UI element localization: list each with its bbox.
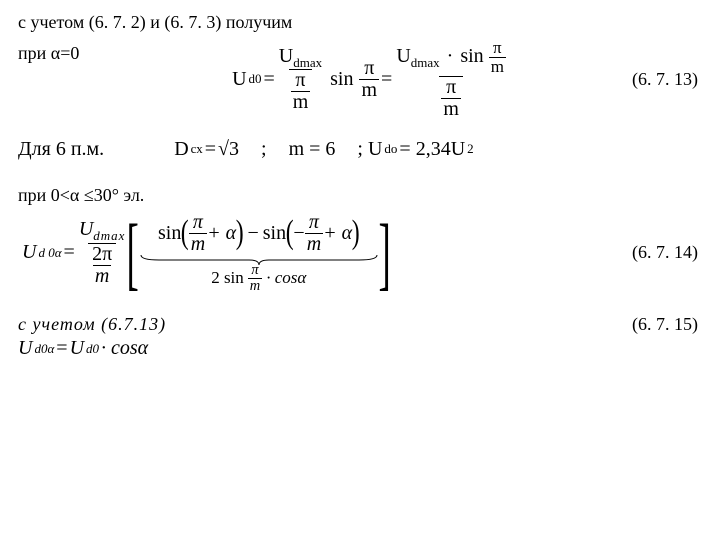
- lbl: π m: [189, 212, 207, 255]
- lbl: + α: [207, 222, 236, 245]
- for-six-label: Для 6 п.м.: [18, 138, 104, 161]
- lhs-frac: Udmax 2π m: [77, 219, 128, 287]
- lbl: U: [396, 45, 410, 67]
- lbl: d 0α: [38, 245, 61, 261]
- sub-d0: d0: [249, 71, 262, 87]
- lbl: ): [352, 216, 360, 250]
- lbl: m: [248, 278, 262, 294]
- lbl: 2π: [90, 244, 114, 265]
- underbrace-icon: [139, 253, 379, 265]
- eq-sign: =: [381, 68, 392, 91]
- lbl: U: [70, 337, 84, 360]
- lbl: U: [22, 241, 36, 264]
- intro-text: с учетом (6. 7. 2) и (6. 7. 3) получим: [18, 12, 292, 33]
- lbl: π: [307, 212, 321, 233]
- with-ref-line: с учетом (6.7.13) (6. 7. 15): [18, 314, 702, 335]
- right-bracket: ]: [378, 212, 390, 294]
- lbl: m: [489, 57, 506, 76]
- udo-eq: ; Udo = 2,34U2: [357, 138, 473, 161]
- lbl: π m: [489, 39, 506, 76]
- lbl: ·: [447, 45, 454, 67]
- cond2-text: при 0<α ≤30° эл.: [18, 185, 144, 206]
- lbl: · cosα: [101, 337, 148, 360]
- lbl: (: [181, 216, 189, 250]
- lbl: = 2,34U: [399, 138, 465, 161]
- lbl: π m: [441, 77, 461, 120]
- dcx-eq: Dсх = √3: [174, 138, 239, 161]
- lbl: π: [444, 77, 458, 98]
- lbl: m: [305, 233, 323, 255]
- m-eq-6: m = 6: [289, 138, 336, 161]
- frac-pi-m-2: π m: [359, 58, 379, 101]
- lbl: =: [205, 138, 216, 161]
- lbl: π: [491, 39, 504, 57]
- frac-1: Udmax π m: [277, 46, 324, 114]
- lbl: −: [293, 222, 304, 245]
- equation-6-7-15: Ud0α = Ud0 · cosα: [18, 337, 702, 360]
- lbl: dmax: [93, 228, 125, 243]
- with-ref-text: с учетом (6.7.13): [18, 314, 166, 335]
- sin-label: sin: [330, 68, 353, 91]
- intro-line: с учетом (6. 7. 2) и (6. 7. 3) получим: [18, 12, 702, 33]
- lbl: π m: [305, 212, 323, 255]
- lbl: m: [359, 79, 379, 101]
- lbl: sin: [263, 222, 286, 245]
- lbl: sin: [460, 45, 483, 67]
- lbl: dmax: [411, 55, 440, 70]
- lbl: (: [286, 216, 294, 250]
- lbl: π: [293, 70, 307, 91]
- left-bracket: [: [127, 212, 139, 294]
- lbl: + α: [323, 222, 352, 245]
- condition-alpha-range: при 0<α ≤30° эл.: [18, 185, 702, 206]
- lbl: 2: [467, 141, 474, 157]
- lbl: D: [174, 138, 188, 161]
- frac-2: Udmax · sin π m π m: [394, 39, 508, 120]
- for-six-row: Для 6 п.м. Dсх = √3 ; m = 6 ; Udo = 2,34…: [18, 138, 702, 161]
- frac-pi-m: π m: [291, 70, 311, 113]
- lbl: π: [191, 212, 205, 233]
- lbl: 2π m: [90, 244, 114, 287]
- lbl: π: [249, 263, 260, 278]
- lbl: m: [93, 265, 111, 287]
- equation-6-7-13: при α=0 Ud0 = Udmax π m sin π m =: [18, 39, 702, 120]
- lbl: · cosα: [266, 268, 306, 288]
- semicolon: ;: [261, 138, 267, 161]
- condition-alpha-zero: при α=0: [18, 39, 108, 64]
- sqrt3: √3: [218, 138, 239, 161]
- lbl: ; U: [357, 138, 382, 161]
- sym-u: U: [232, 68, 246, 91]
- lbl: ): [236, 216, 244, 250]
- lbl: π: [362, 58, 376, 79]
- lbl: 2 sin: [211, 268, 244, 288]
- lbl: −: [247, 222, 258, 245]
- eq-number-15: (6. 7. 15): [632, 314, 702, 335]
- underbrace-label: 2 sin π m · cosα: [211, 263, 306, 294]
- lbl: dmax: [293, 55, 322, 70]
- lbl: =: [64, 241, 75, 264]
- lbl: d0α: [34, 341, 54, 357]
- lbl: U: [18, 337, 32, 360]
- eq-sign: =: [264, 68, 275, 91]
- lbl: d0: [86, 341, 99, 357]
- lbl: do: [384, 141, 397, 157]
- lbl: сх: [191, 141, 203, 157]
- lbl: U: [279, 45, 293, 67]
- eq-number-14: (6. 7. 14): [632, 242, 702, 263]
- underbrace-group: sin ( π m + α ) − sin ( − π m: [139, 212, 379, 294]
- lbl: m: [189, 233, 207, 255]
- lbl: m: [441, 98, 461, 120]
- lbl: sin: [158, 222, 181, 245]
- lbl: π m: [248, 263, 262, 294]
- equation-body-14: Ud 0α = Udmax 2π m [ sin ( π: [18, 212, 632, 294]
- equation-body-13: Ud0 = Udmax π m sin π m = Udmax: [108, 39, 632, 120]
- lbl: =: [56, 337, 67, 360]
- eq-number-13: (6. 7. 13): [632, 69, 702, 90]
- lbl: U: [79, 218, 93, 240]
- lbl: m: [291, 91, 311, 113]
- equation-6-7-14: Ud 0α = Udmax 2π m [ sin ( π: [18, 212, 702, 294]
